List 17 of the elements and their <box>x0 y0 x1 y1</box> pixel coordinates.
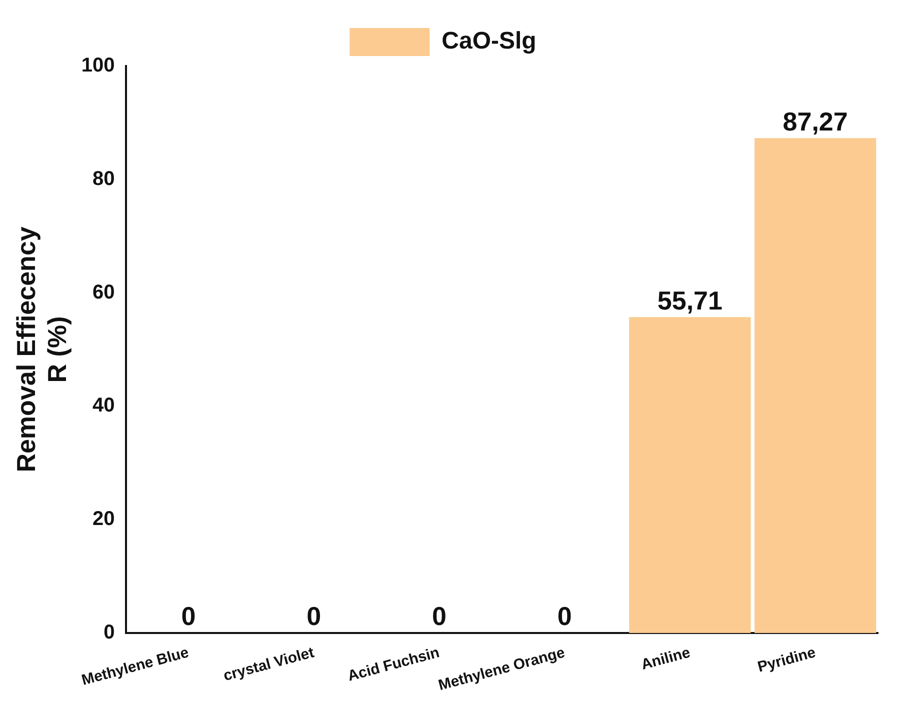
y-tick-label: 100 <box>81 54 115 77</box>
data-label: 0 <box>557 601 572 632</box>
data-label: 0 <box>306 601 322 632</box>
data-label: 55,71 <box>657 285 722 316</box>
legend-label: CaO-Slg <box>442 28 536 55</box>
data-label: 87,27 <box>782 106 848 136</box>
y-tick-label: 0 <box>104 621 115 644</box>
x-tick-label: Aniline <box>639 644 692 674</box>
y-tick-label: 60 <box>92 281 115 304</box>
y-tick-label: 80 <box>92 168 115 190</box>
data-label: 0 <box>432 601 446 632</box>
x-tick-label: crystal Violet <box>222 644 316 685</box>
y-tick-label: 20 <box>92 508 115 530</box>
y-tick-label: 40 <box>92 394 115 417</box>
x-tick-label: Pyridine <box>756 644 818 676</box>
data-label: 0 <box>181 601 196 632</box>
y-axis-title: Removal Effiecency R (%) <box>10 226 72 472</box>
